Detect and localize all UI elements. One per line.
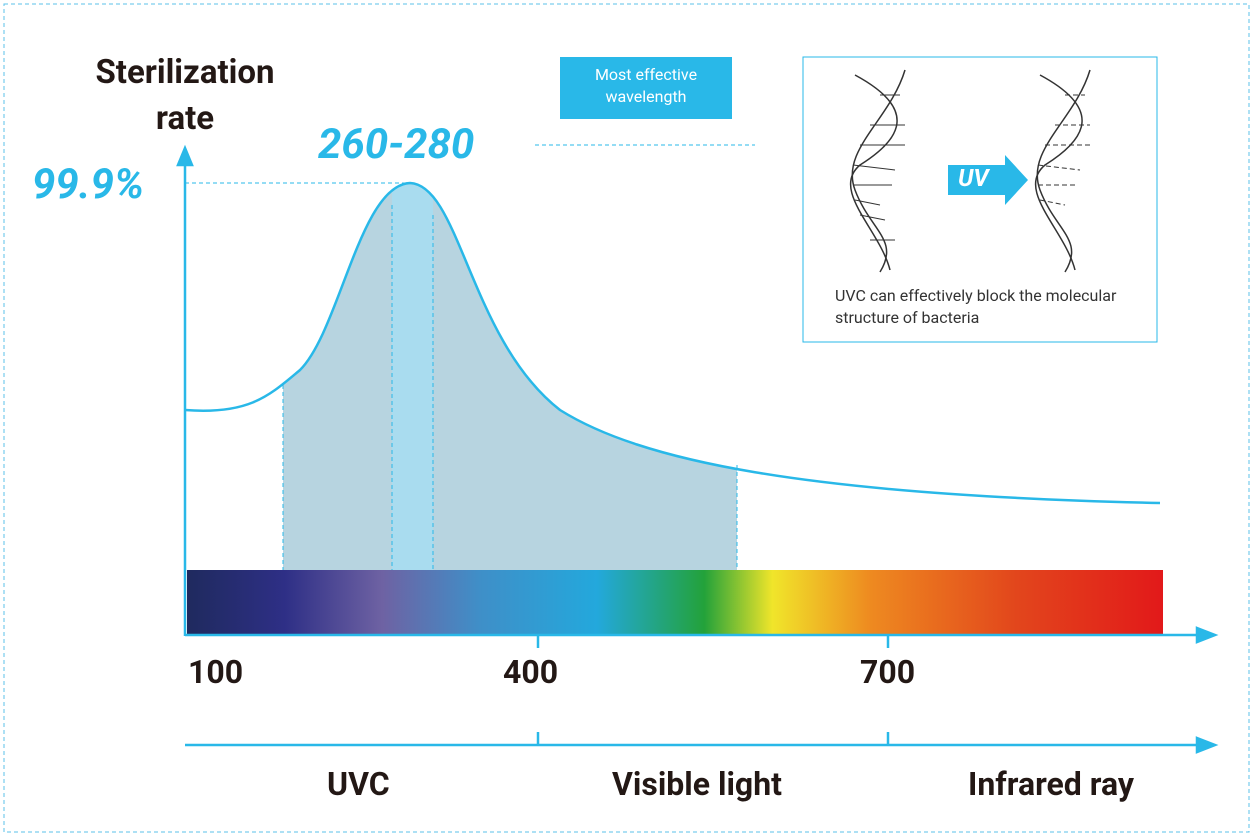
peak-value: 99.9% xyxy=(32,160,144,209)
spectrum xyxy=(187,570,1163,635)
y-axis-title: Sterilization rate xyxy=(70,50,300,142)
inset-caption: UVC can effectively block the molecular … xyxy=(835,285,1125,329)
x-tick-label: 400 xyxy=(503,653,558,691)
region-label: Visible light xyxy=(612,765,782,803)
x-tick-label: 100 xyxy=(188,653,243,691)
callout: Most effective wavelength xyxy=(560,64,732,108)
region-label: UVC xyxy=(327,765,390,803)
uv-label: UV xyxy=(958,164,989,192)
peak-range: 260-280 xyxy=(318,120,474,169)
region-label: Infrared ray xyxy=(968,765,1134,803)
x-tick-label: 700 xyxy=(860,653,915,691)
infographic: Sterilization rate 99.9% 260-280 Most ef… xyxy=(0,0,1253,836)
